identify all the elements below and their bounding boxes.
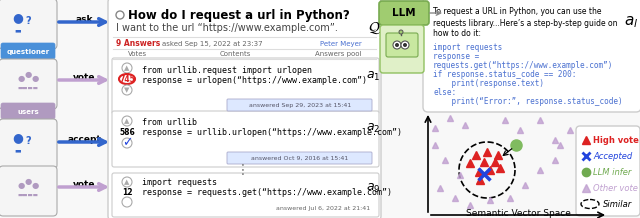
FancyBboxPatch shape <box>386 33 418 57</box>
Text: ▲: ▲ <box>124 179 130 185</box>
Text: ?: ? <box>25 16 31 26</box>
Text: answered Oct 9, 2016 at 15:41: answered Oct 9, 2016 at 15:41 <box>252 155 349 160</box>
FancyBboxPatch shape <box>227 99 372 111</box>
FancyBboxPatch shape <box>108 0 381 218</box>
Text: ●: ● <box>24 70 31 78</box>
Text: ▲: ▲ <box>124 118 130 124</box>
FancyBboxPatch shape <box>0 119 57 169</box>
Text: ●: ● <box>17 73 24 82</box>
Text: Contents: Contents <box>220 51 252 57</box>
FancyBboxPatch shape <box>0 166 57 216</box>
Circle shape <box>403 43 407 47</box>
Text: $a_1$: $a_1$ <box>366 70 380 83</box>
Circle shape <box>116 11 124 19</box>
Text: response =: response = <box>433 51 479 61</box>
Text: Accepted: Accepted <box>593 152 632 160</box>
Text: $a_l$: $a_l$ <box>624 14 638 30</box>
Text: Answers pool: Answers pool <box>315 51 362 57</box>
Text: ●: ● <box>24 177 31 186</box>
Circle shape <box>122 63 132 73</box>
FancyBboxPatch shape <box>227 152 372 164</box>
Text: ⋮: ⋮ <box>236 163 250 177</box>
Text: response = requests.get(“https://www.example.com”): response = requests.get(“https://www.exa… <box>142 187 392 196</box>
Text: from urllib: from urllib <box>142 118 197 126</box>
Text: To request a URL in Python, you can use the: To request a URL in Python, you can use … <box>433 7 602 17</box>
Ellipse shape <box>119 74 135 84</box>
Text: Votes: Votes <box>128 51 147 57</box>
Text: ▬: ▬ <box>15 147 21 153</box>
Text: Peter Meyer: Peter Meyer <box>320 41 362 47</box>
Circle shape <box>122 85 132 95</box>
Text: High vote: High vote <box>593 136 639 145</box>
Text: vote: vote <box>73 73 95 82</box>
Text: requests library...Here’s a step-by-step guide on: requests library...Here’s a step-by-step… <box>433 19 618 27</box>
FancyBboxPatch shape <box>112 58 379 114</box>
FancyBboxPatch shape <box>379 1 429 25</box>
FancyBboxPatch shape <box>1 43 55 59</box>
FancyBboxPatch shape <box>576 126 640 216</box>
Text: 9 Answers: 9 Answers <box>116 39 160 48</box>
Circle shape <box>122 138 132 148</box>
Text: response = urllib.urlopen(“https://www.example.com”): response = urllib.urlopen(“https://www.e… <box>142 128 402 136</box>
Text: answered Sep 29, 2023 at 15:41: answered Sep 29, 2023 at 15:41 <box>249 102 351 107</box>
Text: I want to the url “https://www.example.com”.: I want to the url “https://www.example.c… <box>116 23 338 33</box>
Text: asked Sep 15, 2022 at 23:37: asked Sep 15, 2022 at 23:37 <box>162 41 262 47</box>
Text: ▬: ▬ <box>15 27 21 33</box>
Text: ●: ● <box>13 131 24 145</box>
Circle shape <box>122 177 132 187</box>
Text: ▬▬▬▬: ▬▬▬▬ <box>17 85 38 90</box>
Text: Semantic Vector Space: Semantic Vector Space <box>465 209 570 218</box>
FancyBboxPatch shape <box>112 173 379 217</box>
Text: LLM: LLM <box>392 8 416 18</box>
Text: 745: 745 <box>119 75 135 83</box>
Text: ●: ● <box>31 73 38 82</box>
Text: How do I request a url in Python?: How do I request a url in Python? <box>128 9 349 22</box>
Text: from urllib.request import urlopen: from urllib.request import urlopen <box>142 65 312 75</box>
Text: print(response.text): print(response.text) <box>433 78 544 87</box>
Ellipse shape <box>581 199 599 208</box>
FancyBboxPatch shape <box>0 59 57 109</box>
Circle shape <box>399 30 403 34</box>
Circle shape <box>393 41 401 49</box>
Text: requests.get(“https://www.example.com”): requests.get(“https://www.example.com”) <box>433 61 613 70</box>
Text: ▲: ▲ <box>124 65 130 71</box>
Text: ?: ? <box>25 136 31 146</box>
Text: ●: ● <box>17 181 24 189</box>
Text: ask: ask <box>76 15 93 24</box>
Text: answered Jul 6, 2022 at 21:41: answered Jul 6, 2022 at 21:41 <box>276 206 370 211</box>
Text: $\mathcal{Q}$: $\mathcal{Q}$ <box>368 20 381 36</box>
FancyBboxPatch shape <box>0 0 57 49</box>
Text: users: users <box>17 109 39 114</box>
Text: Other vote: Other vote <box>593 184 638 192</box>
Text: if response.status_code == 200:: if response.status_code == 200: <box>433 70 577 78</box>
Circle shape <box>395 43 399 47</box>
Text: Similar: Similar <box>603 199 632 208</box>
Text: import requests: import requests <box>433 43 502 51</box>
Text: $a_9$: $a_9$ <box>366 181 381 194</box>
Text: ▼: ▼ <box>124 87 130 93</box>
Text: ●: ● <box>31 181 38 189</box>
FancyBboxPatch shape <box>380 25 424 73</box>
Text: 586: 586 <box>119 128 135 136</box>
Text: ●: ● <box>13 12 24 24</box>
FancyBboxPatch shape <box>1 103 55 119</box>
Circle shape <box>122 116 132 126</box>
Circle shape <box>122 197 132 207</box>
Text: accept: accept <box>67 135 101 143</box>
FancyBboxPatch shape <box>423 0 640 112</box>
Text: response = urlopen(“https://www.example.com”): response = urlopen(“https://www.example.… <box>142 75 367 85</box>
Text: ✓: ✓ <box>122 136 132 150</box>
Text: import requests: import requests <box>142 177 217 187</box>
Text: how to do it:: how to do it: <box>433 29 481 39</box>
Text: ▬▬▬▬: ▬▬▬▬ <box>17 192 38 198</box>
Text: else:: else: <box>433 87 456 97</box>
Text: 12: 12 <box>122 187 132 196</box>
Text: questioner: questioner <box>6 48 49 54</box>
Text: print(“Error:”, response.status_code): print(“Error:”, response.status_code) <box>433 97 623 106</box>
Text: LLM infer: LLM infer <box>593 167 632 177</box>
Circle shape <box>401 41 409 49</box>
Text: $a_2$: $a_2$ <box>366 121 380 135</box>
Text: vote: vote <box>73 179 95 189</box>
FancyBboxPatch shape <box>112 111 379 167</box>
